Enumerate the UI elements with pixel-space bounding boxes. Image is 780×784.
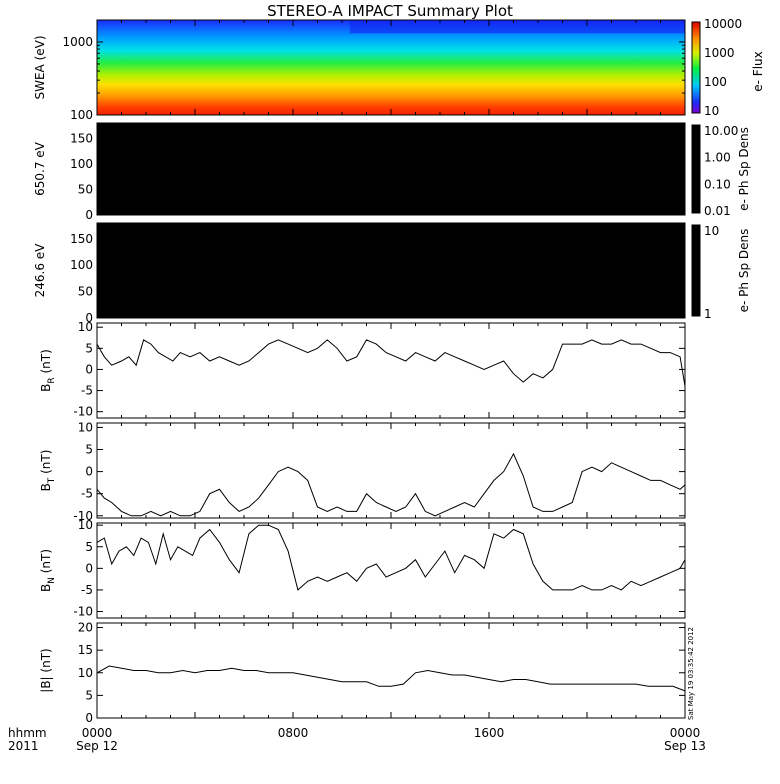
x-tick-label: 0800	[278, 726, 309, 740]
mag-y-tick-label: -10	[73, 605, 93, 619]
pitch-y-tick-label: 0	[85, 208, 93, 222]
pitch-colorbar-tick-label: 1.00	[704, 151, 731, 165]
field-trace	[96, 665, 686, 692]
mag-y-tick-label: 15	[78, 643, 93, 657]
ylabel-subscript: N	[47, 577, 57, 584]
ylabel-subscript: R	[47, 377, 57, 383]
mag-y-tick-label: 5	[85, 688, 93, 702]
mag-y-label: BT (nT)	[39, 450, 57, 492]
mag-y-tick-label: 5	[85, 540, 93, 554]
swea-y-label: SWEA (eV)	[33, 35, 47, 99]
pitch-colorbar-label: e- Ph Sp Dens	[737, 127, 751, 211]
x-date-label: Sep 12	[76, 739, 118, 753]
mag-y-tick-label: 5	[85, 443, 93, 457]
pitch-colorbar-tick-label: 0.01	[704, 204, 731, 218]
pitch-y-tick-label: 0	[85, 311, 93, 325]
pitch-angle-spectrogram	[97, 223, 685, 318]
pitch-colorbar	[691, 224, 701, 317]
pitch-colorbar-tick-label: 0.10	[704, 177, 731, 191]
swea-colorbar-tick-label: 1000	[704, 46, 735, 60]
x-tick-label: 0000	[670, 726, 701, 740]
pitch-y-label: 650.7 eV	[33, 141, 47, 196]
pitch-y-tick-label: 100	[70, 157, 93, 171]
plot-title: STEREO-A IMPACT Summary Plot	[267, 2, 513, 20]
x-date-label: Sep 13	[664, 739, 706, 753]
ylabel-main: B	[39, 584, 53, 592]
mag-y-tick-label: 0	[85, 362, 93, 376]
swea-colorbar-label: e- Flux	[751, 51, 765, 91]
swea-colorbar	[691, 21, 701, 114]
mag-y-tick-label: -5	[81, 583, 93, 597]
pitch-y-tick-label: 50	[78, 182, 93, 196]
pitch-colorbar-tick-label: 1	[704, 307, 712, 321]
pitch-panel-1: 150 100 50 0 650.7 eV 10.00 1.00 0.10 0.01 e- Ph …	[33, 122, 751, 222]
footer-hhmm-label: hhmm	[8, 726, 47, 740]
mag-y-tick-label: 0	[85, 711, 93, 725]
x-tick-label: 0000	[82, 726, 113, 740]
swea-y-tick-label: 100	[70, 108, 93, 122]
pitch-y-tick-label: 150	[70, 232, 93, 246]
mag-panel-5: 10 5 0 -5 -10 BN (nT)	[39, 518, 686, 619]
mag-y-tick-label: 10	[78, 420, 93, 434]
mag-y-tick-label: -10	[73, 405, 93, 419]
swea-panel: 1000 100 SWEA (eV) 10000 1000 100 10 e- Flux	[33, 17, 765, 122]
swea-colorbar-tick-label: 100	[704, 75, 727, 89]
field-trace	[96, 339, 686, 387]
timestamp-label: Sat May 19 03:35:42 2012	[687, 627, 695, 720]
mag-y-label: BN (nT)	[39, 549, 57, 592]
mag-frame	[96, 422, 686, 519]
mag-y-tick-label: 0	[85, 465, 93, 479]
mag-y-label: |B| (nT)	[39, 648, 53, 692]
field-trace	[96, 524, 686, 591]
mag-y-tick-label: 10	[78, 320, 93, 334]
pitch-colorbar-tick-label: 10.00	[704, 124, 738, 138]
pitch-y-tick-label: 50	[78, 285, 93, 299]
ylabel-main: B	[39, 483, 53, 491]
pitch-colorbar-label: e- Ph Sp Dens	[737, 229, 751, 313]
mag-frame	[96, 322, 686, 419]
mag-y-tick-label: 10	[78, 518, 93, 532]
ylabel-unit: (nT)	[39, 349, 53, 377]
pitch-angle-spectrogram	[97, 123, 685, 215]
pitch-colorbar-tick-label: 10	[704, 224, 719, 238]
mag-y-tick-label: -10	[73, 509, 93, 523]
swea-spectrogram	[97, 20, 685, 115]
pitch-y-label: 246.6 eV	[33, 243, 47, 298]
mag-y-tick-label: 0	[85, 561, 93, 575]
mag-y-tick-label: 10	[78, 666, 93, 680]
ylabel-unit: (nT)	[39, 450, 53, 478]
footer-year-label: 2011	[8, 739, 39, 753]
swea-colorbar-tick-label: 10000	[704, 17, 742, 31]
mag-y-tick-label: -5	[81, 487, 93, 501]
ylabel-unit: (nT)	[39, 549, 53, 577]
pitch-y-tick-label: 150	[70, 131, 93, 145]
pitch-colorbar	[691, 124, 701, 214]
ylabel-main: B	[39, 384, 53, 392]
x-tick-label: 1600	[474, 726, 505, 740]
ylabel-main: |B|	[39, 676, 53, 692]
swea-colorbar-tick-label: 10	[704, 104, 719, 118]
mag-y-label: BR (nT)	[39, 349, 57, 392]
pitch-y-tick-label: 100	[70, 258, 93, 272]
mag-panel-6: 20 15 10 5 0 |B| (nT)	[39, 621, 686, 725]
mag-frame	[96, 522, 686, 619]
swea-y-tick-label: 1000	[62, 35, 93, 49]
mag-panel-4: 10 5 0 -5 -10 BT (nT)	[39, 420, 686, 523]
ylabel-subscript: T	[47, 477, 57, 484]
mag-y-tick-label: 5	[85, 341, 93, 355]
pitch-panel-2: 150 100 50 0 246.6 eV 10 1 e- Ph Sp Dens	[33, 222, 751, 325]
ylabel-unit: (nT)	[39, 648, 53, 676]
swea-low-flux-region	[349, 20, 685, 34]
mag-panel-3: 10 5 0 -5 -10 BR (nT)	[39, 320, 686, 419]
mag-y-tick-label: -5	[81, 384, 93, 398]
field-trace	[96, 452, 686, 517]
mag-y-tick-label: 20	[78, 621, 93, 635]
